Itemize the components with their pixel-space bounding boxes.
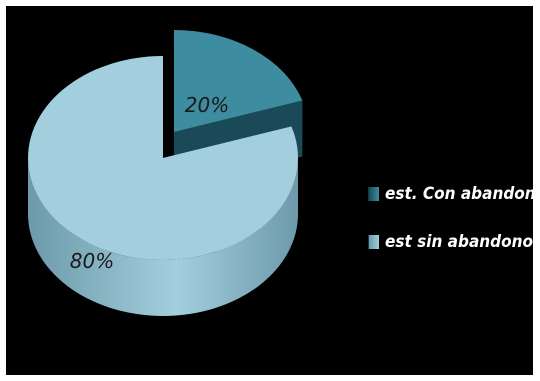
data-label-con-abandono: 20% [185,93,229,117]
data-label-sin-abandono: 80% [70,249,114,273]
pie-slice-side-sin-abandono [28,158,298,316]
chart-frame: 20% 80% est. Con abandono est sin abandon… [6,6,533,375]
legend-label-con-abandono: est. Con abandono [385,184,533,204]
pie-chart: 20% 80% [27,30,303,316]
legend-swatch-con-abandono [368,187,379,201]
pie-slice-con-abandono [174,30,303,132]
legend-item-con-abandono: est. Con abandono [368,181,533,207]
legend: est. Con abandono est sin abandono [368,181,533,277]
legend-label-sin-abandono: est sin abandono [385,232,533,252]
legend-swatch-sin-abandono [368,235,379,249]
legend-item-sin-abandono: est sin abandono [368,229,533,255]
pie-slice-sin-abandono [27,56,299,260]
